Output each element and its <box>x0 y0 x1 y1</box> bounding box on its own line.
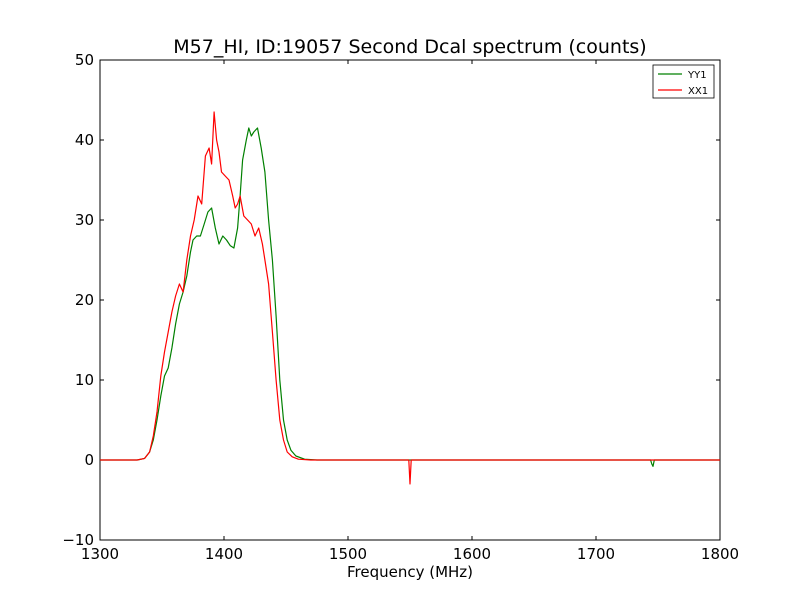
x-tick-label: 1300 <box>81 545 119 563</box>
series-line-xx1 <box>100 111 720 485</box>
plot-area <box>99 59 721 541</box>
y-tick-label: −10 <box>62 531 94 549</box>
x-axis-label: Frequency (MHz) <box>347 563 473 581</box>
x-axis: 1300 1400 1500 1600 1700 1800 <box>81 60 739 563</box>
x-tick-label: 1400 <box>205 545 243 563</box>
axes-frame <box>99 59 721 541</box>
x-tick-label: 1500 <box>329 545 367 563</box>
y-tick-label: 50 <box>75 51 94 69</box>
y-tick-label: 30 <box>75 211 94 229</box>
x-tick-label: 1600 <box>453 545 491 563</box>
y-tick-label: 0 <box>84 451 94 469</box>
series-group <box>100 111 720 485</box>
x-tick-label: 1800 <box>701 545 739 563</box>
x-tick-label: 1700 <box>577 545 615 563</box>
legend-label-xx1: XX1 <box>688 86 708 97</box>
y-tick-label: 40 <box>75 131 94 149</box>
y-tick-label: 10 <box>75 371 94 389</box>
legend-box <box>652 64 715 99</box>
legend-label-yy1: YY1 <box>687 70 707 81</box>
series-line-yy1 <box>100 127 720 467</box>
chart-title: M57_HI, ID:19057 Second Dcal spectrum (c… <box>173 36 646 58</box>
y-axis: −10 0 10 20 30 40 50 <box>62 51 720 549</box>
y-tick-label: 20 <box>75 291 94 309</box>
